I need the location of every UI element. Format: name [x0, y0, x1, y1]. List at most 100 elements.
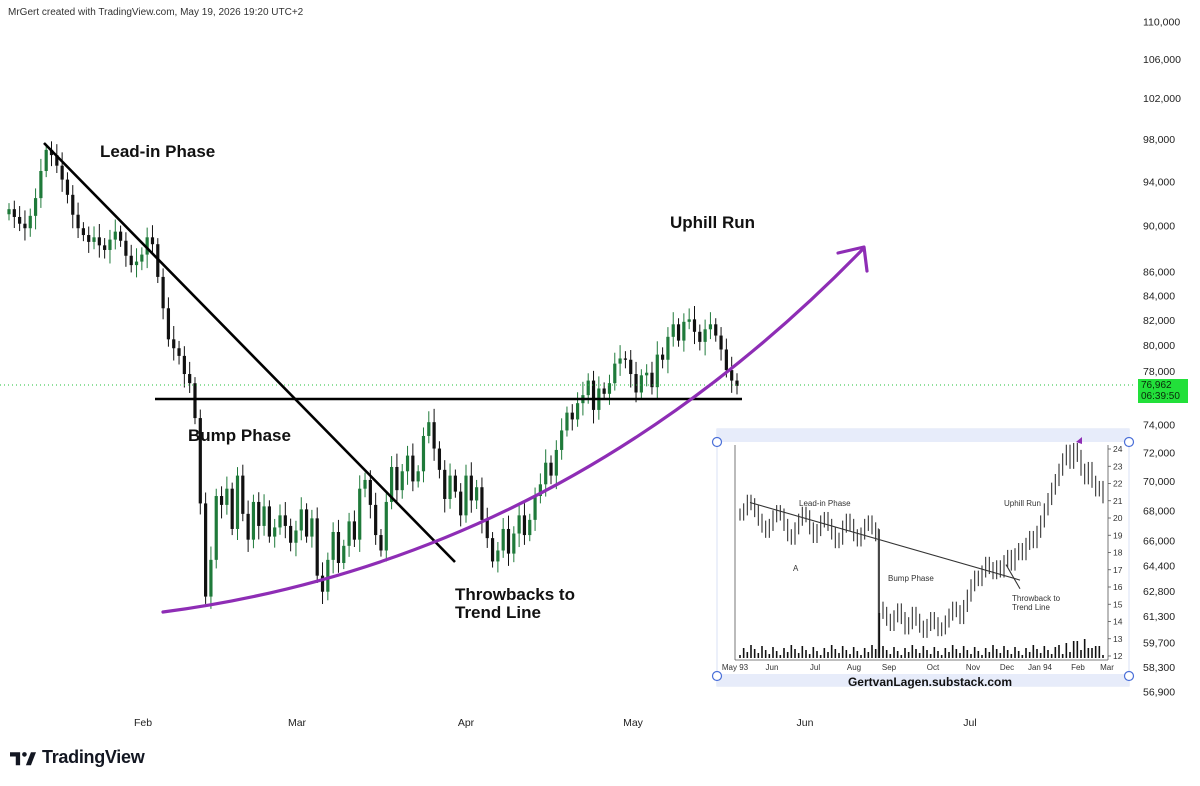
annotation-label: Lead-in Phase [100, 142, 215, 161]
candle-body [230, 488, 234, 529]
candle-body [310, 518, 314, 537]
main-candles [7, 141, 739, 609]
candle-body [65, 179, 70, 195]
candle-body [692, 319, 697, 332]
candle-body [336, 532, 341, 563]
inset-annotation: A [793, 564, 799, 573]
candle-body [299, 509, 303, 531]
candle-body [480, 487, 484, 520]
annotation-line: Lead-in Phase [100, 142, 215, 161]
inset-annotation-line: Trend Line [1012, 603, 1051, 612]
candle-body [421, 435, 426, 472]
candle-body [586, 380, 590, 396]
tradingview-logo[interactable]: TradingView [10, 747, 145, 768]
candle-body [182, 355, 186, 375]
candle-body [140, 254, 144, 262]
candle-body [235, 475, 240, 529]
chart-header: MrGert created with TradingView.com, May… [8, 7, 304, 18]
price-tick-label: 61,300 [1143, 611, 1175, 623]
candle-body [485, 519, 489, 539]
annotation-line: Bump Phase [188, 426, 291, 445]
inset-x-label: Aug [847, 663, 861, 672]
last-price-tag: 76,962 06:39:50 [1138, 379, 1188, 403]
candle-body [145, 237, 149, 255]
inset-x-label: May 93 [722, 663, 749, 672]
inset-annotation-line: Bump Phase [888, 574, 934, 583]
candle-body [517, 515, 521, 534]
candle-body [262, 506, 266, 526]
price-tick-label: 62,800 [1143, 586, 1175, 598]
candle-body [193, 383, 197, 419]
inset-throwback-pointer [1005, 564, 1021, 590]
candle-body [225, 488, 229, 505]
tradingview-logo-icon [10, 751, 36, 765]
candle-body [304, 509, 309, 537]
time-tick-label: Jun [797, 717, 814, 729]
candle-body [71, 194, 75, 215]
inset-top-band [717, 429, 1129, 442]
price-tick-label: 59,700 [1143, 638, 1175, 650]
tradingview-logo-text: TradingView [42, 747, 145, 767]
candle-body [655, 354, 659, 388]
inset-x-label: Oct [927, 663, 940, 672]
candle-body [645, 372, 649, 376]
inset-resize-handle [1123, 670, 1135, 682]
inset-x-label: Feb [1071, 663, 1085, 672]
candle-body [687, 319, 691, 322]
candle-body [623, 358, 628, 360]
candle-body [464, 475, 468, 516]
candle-body [671, 324, 675, 337]
candle-body [400, 471, 404, 491]
candle-body [331, 532, 335, 560]
candle-body [374, 504, 378, 536]
candle-body [549, 462, 553, 476]
candle-body [490, 538, 495, 562]
candle-body [379, 535, 383, 551]
price-tick-label: 56,900 [1143, 687, 1175, 699]
inset-annotation-line: Lead-in Phase [799, 499, 851, 508]
candle-body [278, 515, 282, 528]
candle-body [198, 418, 202, 504]
inset-y-label: 16 [1113, 582, 1123, 592]
candle-body [719, 335, 723, 350]
inset-x-label: Jul [810, 663, 820, 672]
candle-body [538, 484, 542, 497]
candle-body [177, 348, 181, 356]
candle-body [76, 214, 80, 229]
candle-body [618, 358, 622, 364]
candle-body [427, 422, 431, 436]
inset-y-label: 19 [1113, 530, 1123, 540]
candle-body [97, 237, 101, 246]
candle-body [358, 488, 362, 540]
candle-body [708, 324, 713, 330]
candle-body [81, 228, 85, 236]
candle-body [682, 321, 686, 341]
candle-body [735, 380, 739, 386]
candle-body [219, 496, 224, 505]
candle-body [703, 329, 707, 342]
candle-body [289, 525, 293, 543]
inset-y-label: 12 [1113, 651, 1123, 661]
candle-body [363, 479, 367, 489]
candle-body [18, 216, 22, 224]
candle-body [602, 388, 606, 394]
inset-annotation-line: Throwback to [1012, 594, 1061, 603]
candle-body [92, 237, 96, 242]
candle-body [570, 412, 574, 420]
candle-body [730, 370, 734, 381]
candle-body [512, 533, 516, 554]
inset-y-label: 20 [1113, 513, 1123, 523]
drawings [0, 142, 1136, 614]
price-tick-label: 64,400 [1143, 561, 1175, 573]
candle-body [214, 496, 218, 560]
time-tick-label: Jul [963, 717, 976, 729]
candle-body [267, 506, 271, 537]
annotations: Lead-in Phase Bump Phase Throwbacks to Tren… [100, 142, 755, 622]
time-tick-label: Apr [458, 717, 475, 729]
annotation-label: Bump Phase [188, 426, 291, 445]
candle-body [23, 223, 27, 229]
candle-body [496, 550, 500, 562]
candle-body [108, 239, 112, 250]
candle-body [384, 501, 388, 551]
